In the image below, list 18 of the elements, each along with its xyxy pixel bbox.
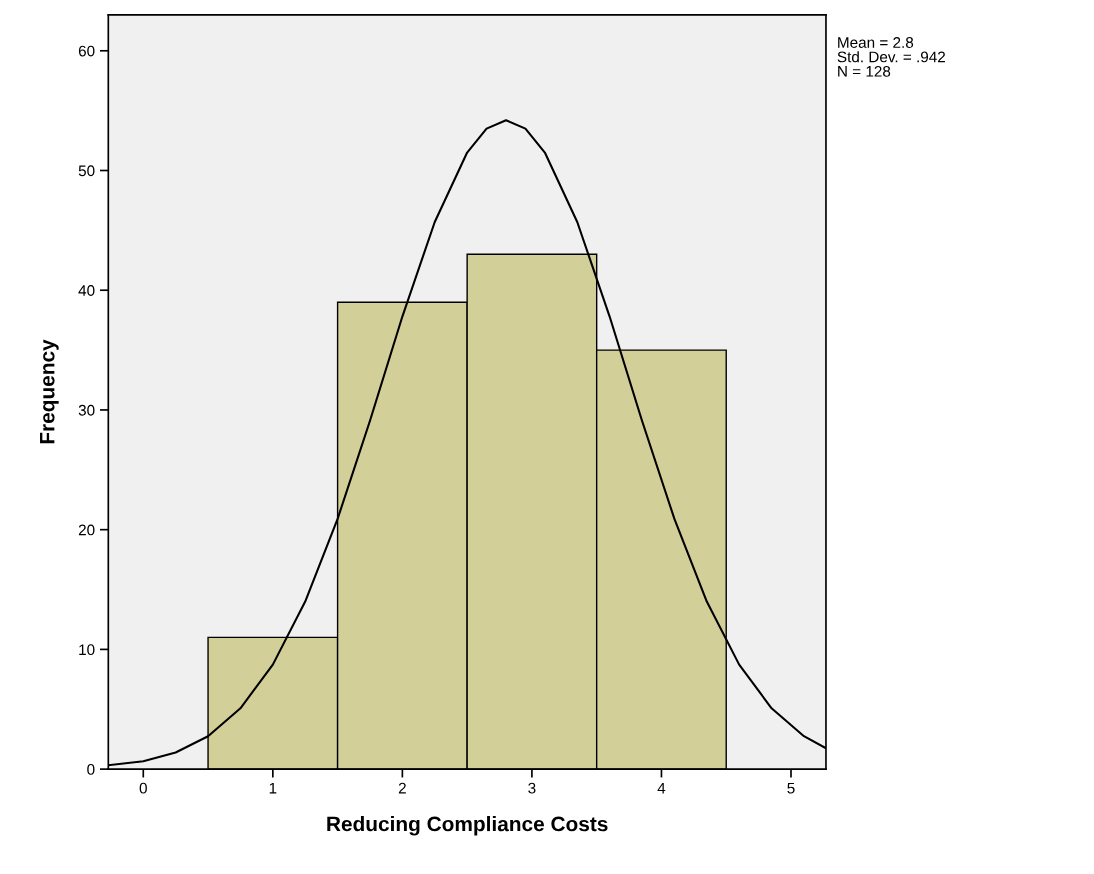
x-tick-label: 5	[787, 782, 795, 794]
y-tick-label: 20	[78, 524, 95, 536]
y-tick-label: 60	[78, 45, 95, 57]
x-tick-label: 4	[657, 782, 666, 794]
y-tick-label: 0	[87, 763, 95, 775]
x-tick-label: 0	[139, 782, 147, 794]
x-tick-label: 3	[528, 782, 536, 794]
y-tick-label: 50	[78, 165, 95, 177]
x-tick-label: 1	[269, 782, 277, 794]
y-axis-title: Frequency	[40, 339, 59, 444]
text: N = 128	[838, 65, 891, 77]
y-tick-label: 30	[78, 404, 95, 416]
x-axis-title: Reducing Compliance Costs	[327, 816, 608, 836]
y-tick-label: 40	[78, 285, 95, 296]
y-tick-label: 10	[79, 644, 95, 656]
text: Mean = 2.8	[838, 37, 914, 48]
x-tick-label: 2	[398, 782, 406, 794]
text: Std. Dev. = .942	[837, 51, 945, 63]
